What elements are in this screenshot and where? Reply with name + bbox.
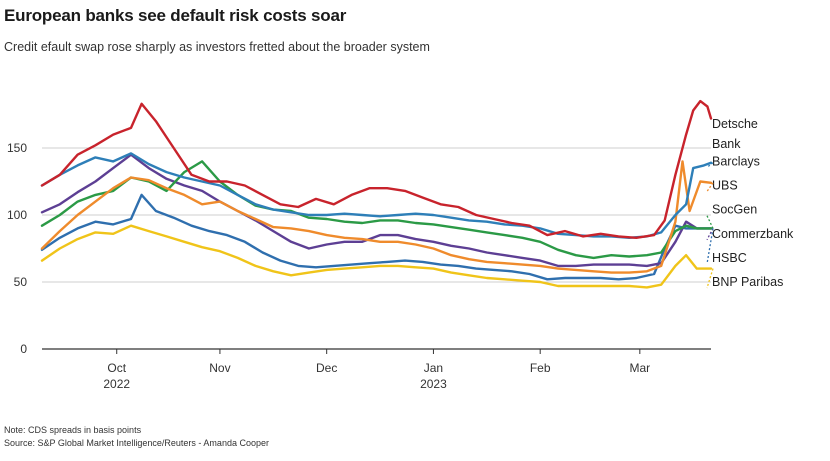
series-line-commerzbank [40, 153, 713, 268]
label-leader-line [706, 182, 714, 192]
y-tick-label: 150 [7, 141, 27, 155]
end-label-commerzbank: Commerzbank [712, 227, 794, 241]
end-label-barclays: Barclays [712, 154, 760, 168]
end-label-detsche: Detsche [712, 117, 758, 131]
y-tick-label: 0 [20, 342, 27, 356]
series-line-hsbc [40, 193, 713, 281]
x-tick-year-label: 2022 [103, 377, 130, 391]
series-line-ubs [40, 160, 713, 274]
x-tick-label: Jan [424, 361, 443, 375]
label-leader-line [706, 268, 714, 289]
end-label-hsbc: HSBC [712, 251, 747, 265]
y-tick-label: 100 [7, 208, 27, 222]
chart-source: Source: S&P Global Market Intelligence/R… [4, 438, 269, 448]
end-label-ubs: UBS [712, 179, 738, 193]
x-tick-label: Nov [209, 361, 230, 375]
label-leader-line [706, 162, 714, 168]
series-line-bnp-paribas [40, 224, 713, 289]
chart-subtitle: Credit efault swap rose sharply as inves… [4, 40, 430, 54]
x-tick-label: Mar [629, 361, 650, 375]
end-label-socgen: SocGen [712, 203, 757, 217]
x-tick-label: Feb [530, 361, 551, 375]
x-tick-label: Dec [316, 361, 337, 375]
x-tick-label: Oct [107, 361, 126, 375]
x-tick-year-label: 2023 [420, 377, 447, 391]
chart-title: European banks see default risk costs so… [4, 6, 347, 25]
y-tick-label: 50 [14, 275, 28, 289]
chart-note: Note: CDS spreads in basis points [4, 425, 142, 435]
end-label-bank: Bank [712, 137, 741, 151]
label-leader-line [706, 228, 714, 264]
series-line-socgen [40, 160, 713, 260]
end-label-bnp-paribas: BNP Paribas [712, 275, 783, 289]
series-line-detsche-bank [40, 99, 713, 240]
